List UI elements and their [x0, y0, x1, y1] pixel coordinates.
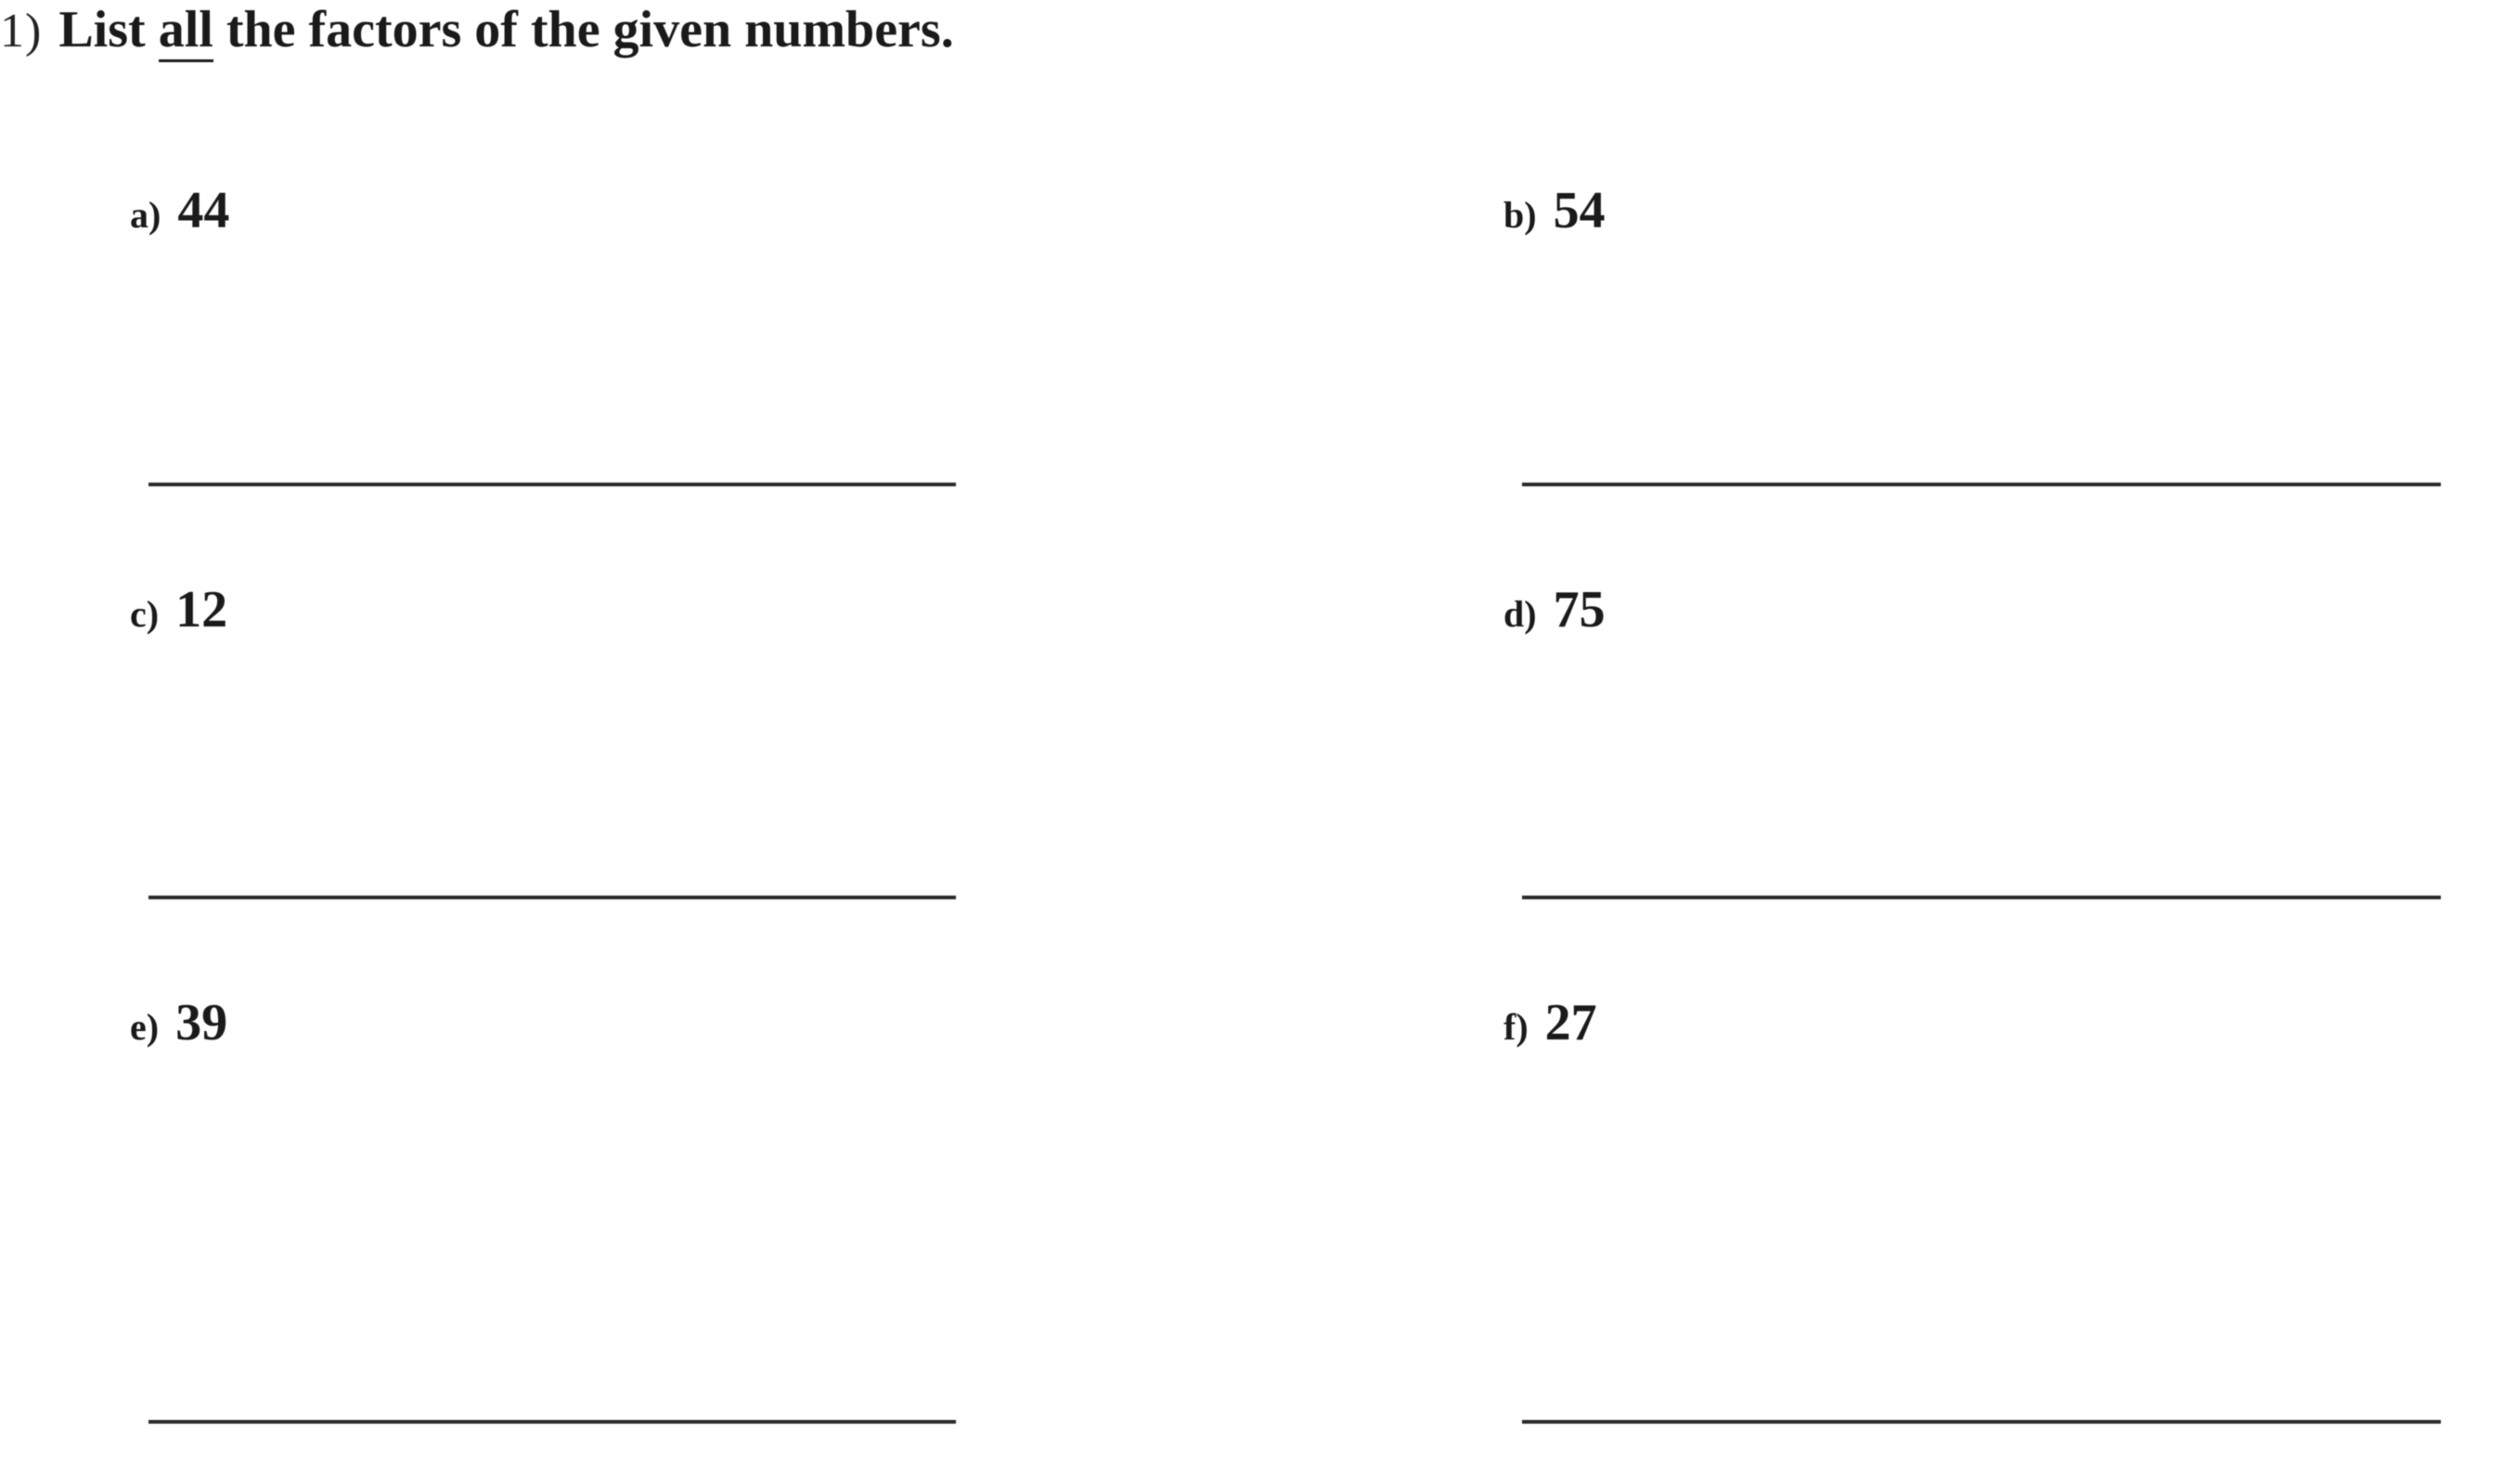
- answer-line-f: [1522, 1420, 2441, 1424]
- answer-line-e: [148, 1420, 956, 1424]
- instruction-prefix: List: [58, 1, 158, 58]
- item-d: d) 75: [1503, 580, 1606, 639]
- item-label-a: a): [130, 193, 161, 237]
- instruction-row: 1) List all the factors of the given num…: [0, 0, 954, 59]
- instruction-suffix: the factors of the given numbers.: [213, 1, 954, 58]
- item-number-e: 39: [175, 993, 227, 1052]
- item-f: f) 27: [1503, 993, 1597, 1052]
- item-a: a) 44: [130, 181, 229, 240]
- item-number-a: 44: [177, 181, 229, 240]
- item-label-c: c): [130, 592, 159, 636]
- instruction-number: 1): [0, 4, 42, 58]
- answer-line-b: [1522, 483, 2441, 486]
- item-number-c: 12: [175, 580, 227, 639]
- item-label-e: e): [130, 1005, 159, 1049]
- instruction-underlined: all: [159, 1, 213, 62]
- item-e: e) 39: [130, 993, 227, 1052]
- item-c: c) 12: [130, 580, 227, 639]
- worksheet-page: 1) List all the factors of the given num…: [0, 0, 2516, 1484]
- item-b: b) 54: [1503, 181, 1606, 240]
- item-number-d: 75: [1554, 580, 1606, 639]
- item-number-f: 27: [1545, 993, 1597, 1052]
- item-label-b: b): [1503, 193, 1537, 237]
- item-number-b: 54: [1554, 181, 1606, 240]
- answer-line-c: [148, 896, 956, 899]
- answer-line-d: [1522, 896, 2441, 899]
- instruction-text: List all the factors of the given number…: [58, 0, 953, 59]
- answer-line-a: [148, 483, 956, 486]
- item-label-f: f): [1503, 1005, 1529, 1049]
- item-label-d: d): [1503, 592, 1537, 636]
